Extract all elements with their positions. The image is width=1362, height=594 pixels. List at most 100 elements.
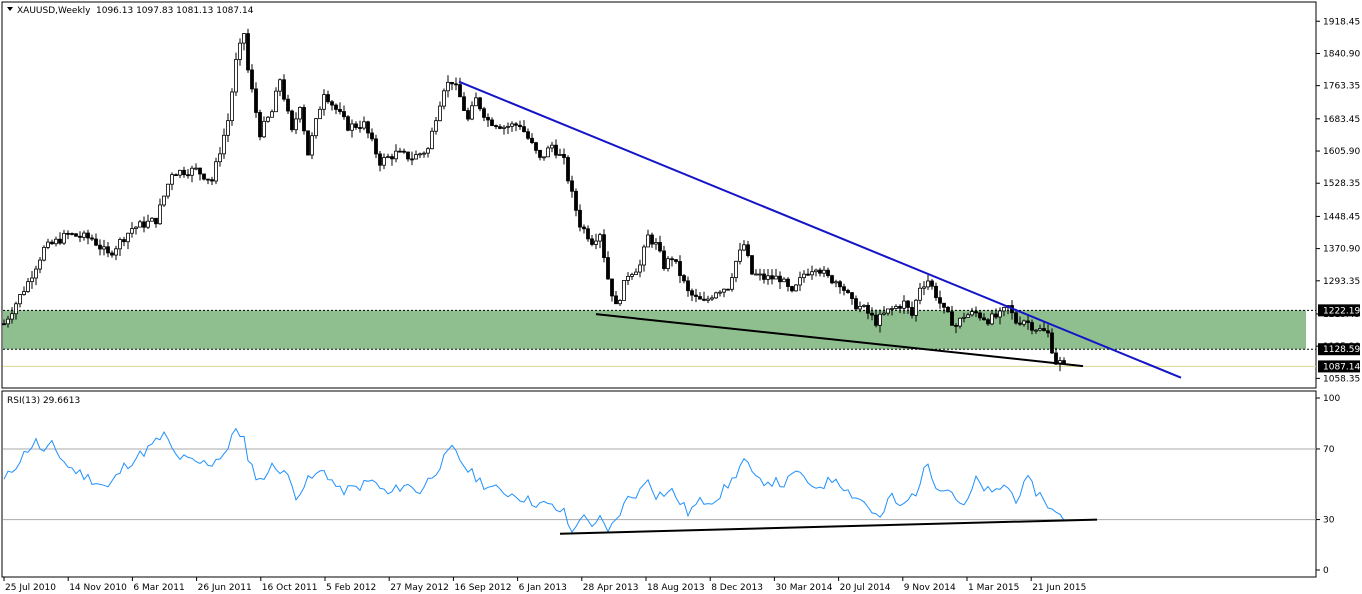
candle-down — [770, 275, 774, 280]
price-tick-label: 1528.35 — [1323, 179, 1360, 189]
candle-down — [1026, 320, 1030, 323]
candle-down — [358, 127, 362, 129]
candle-up — [990, 313, 994, 325]
candle-up — [62, 232, 66, 244]
candle-up — [630, 274, 634, 277]
candle-down — [946, 306, 950, 313]
candle-up — [654, 242, 658, 245]
collapse-triangle-icon[interactable] — [7, 7, 13, 11]
time-tick-label: 9 Nov 2014 — [904, 583, 956, 593]
candle-down — [694, 294, 698, 297]
candle-down — [530, 137, 534, 144]
candle-up — [42, 247, 46, 261]
candle-down — [750, 255, 754, 275]
price-label-box — [1318, 343, 1360, 356]
candle-down — [874, 314, 878, 326]
candle-up — [190, 167, 194, 176]
candle-up — [926, 280, 930, 288]
candle-down — [682, 275, 686, 282]
candle-up — [782, 278, 786, 283]
candle-up — [242, 33, 246, 44]
rsi-trendline — [559, 518, 1098, 535]
price-label-box — [1318, 360, 1360, 373]
candle-up — [274, 90, 278, 113]
candle-up — [418, 153, 422, 156]
candle-up — [18, 294, 22, 305]
candle-up — [322, 94, 326, 110]
candle-down — [354, 123, 358, 128]
candle-up — [314, 118, 318, 137]
time-tick-label: 6 Mar 2011 — [133, 583, 184, 593]
candle-down — [1030, 322, 1034, 331]
candle-up — [294, 118, 298, 131]
candle-down — [658, 242, 662, 252]
candle-up — [262, 120, 266, 138]
time-tick-label: 16 Sep 2012 — [454, 583, 511, 593]
candle-down — [978, 312, 982, 319]
candle-up — [542, 156, 546, 159]
candle-up — [758, 273, 762, 276]
candle-down — [562, 154, 566, 158]
candle-up — [510, 123, 514, 127]
candle-down — [526, 131, 530, 139]
candle-up — [150, 217, 154, 222]
candle-up — [26, 281, 30, 292]
candle-down — [70, 233, 74, 235]
candle-up — [666, 258, 670, 269]
candle-up — [394, 150, 398, 160]
candle-up — [902, 300, 906, 309]
candle-down — [610, 278, 614, 297]
candle-up — [730, 277, 734, 290]
price-panel-frame — [1, 1, 1317, 389]
candle-up — [886, 308, 890, 314]
candle-down — [58, 238, 62, 244]
candle-down — [106, 246, 110, 254]
candle-up — [214, 161, 218, 182]
candle-down — [982, 317, 986, 321]
candle-up — [350, 123, 354, 131]
candle-up — [598, 234, 602, 242]
candle-up — [774, 275, 778, 280]
candle-up — [998, 310, 1002, 318]
candle-down — [838, 281, 842, 288]
candle-down — [586, 228, 590, 240]
candle-down — [662, 250, 666, 269]
candle-down — [98, 244, 102, 250]
candle-down — [678, 261, 682, 276]
candle-down — [686, 280, 690, 292]
rsi-axis: 100 70 30 0 — [1316, 394, 1340, 576]
candle-down — [578, 209, 582, 228]
candle-up — [218, 153, 222, 163]
rsi-series — [3, 427, 1316, 535]
price-label: 1222.19 — [1323, 306, 1360, 316]
candle-down — [198, 167, 202, 175]
candle-up — [82, 232, 86, 238]
candle-down — [566, 157, 570, 182]
candle-up — [46, 241, 50, 248]
candle-down — [606, 257, 610, 280]
price-tick-label: 1840.90 — [1323, 49, 1360, 59]
candle-up — [422, 152, 426, 155]
candle-up — [438, 105, 442, 122]
price-tick-label: 1918.45 — [1323, 17, 1360, 27]
candle-up — [718, 291, 722, 294]
candle-up — [502, 126, 506, 129]
candle-up — [22, 291, 26, 295]
candle-up — [266, 116, 270, 122]
candle-up — [962, 316, 966, 319]
candle-down — [866, 304, 870, 314]
candle-up — [170, 174, 174, 185]
candle-down — [830, 275, 834, 284]
candle-up — [362, 121, 366, 129]
candle-down — [1050, 332, 1054, 354]
candle-up — [138, 221, 142, 228]
time-tick-label: 8 Dec 2013 — [711, 583, 763, 593]
candle-down — [554, 144, 558, 156]
candle-down — [762, 273, 766, 280]
candle-down — [494, 125, 498, 128]
candle-down — [590, 238, 594, 245]
candle-up — [710, 297, 714, 300]
rsi-line — [3, 427, 1065, 534]
candle-down — [206, 178, 210, 181]
candle-down — [398, 150, 402, 153]
